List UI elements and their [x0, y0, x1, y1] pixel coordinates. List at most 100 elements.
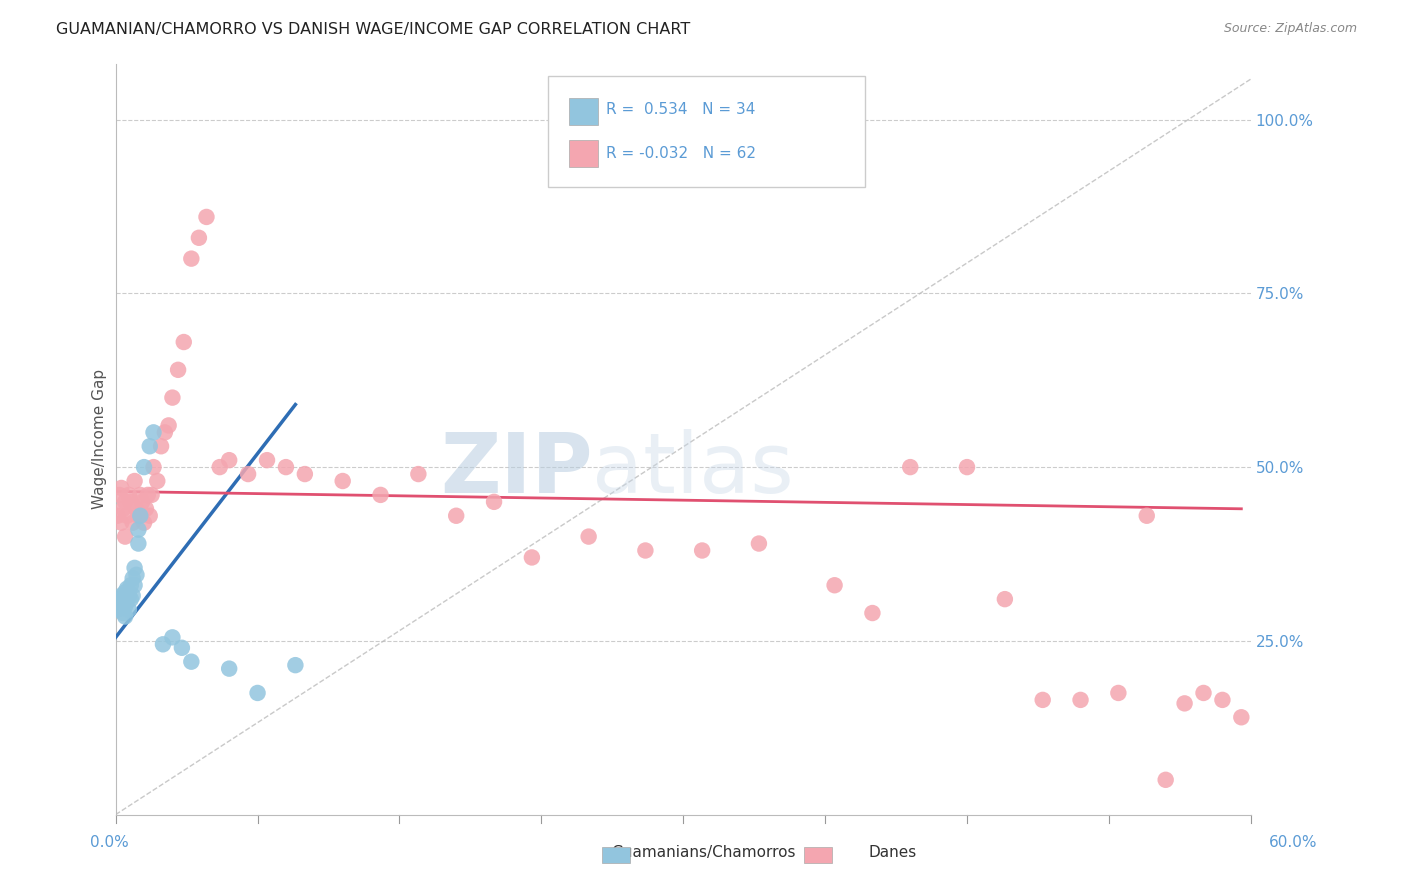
Point — [110, 599, 132, 613]
Point — [195, 210, 218, 224]
Point — [170, 640, 193, 655]
Point — [112, 501, 135, 516]
Point — [107, 508, 129, 523]
Point — [187, 231, 209, 245]
Point — [274, 460, 297, 475]
Point — [246, 686, 269, 700]
Point — [136, 488, 159, 502]
Point — [748, 536, 770, 550]
Point — [141, 488, 163, 502]
Point — [162, 391, 184, 405]
Text: Source: ZipAtlas.com: Source: ZipAtlas.com — [1223, 22, 1357, 36]
Point — [1032, 693, 1054, 707]
Point — [152, 637, 174, 651]
Point — [482, 495, 505, 509]
Point — [157, 418, 180, 433]
Text: 0.0%: 0.0% — [90, 836, 129, 850]
Point — [138, 508, 160, 523]
Point — [121, 571, 143, 585]
Point — [108, 592, 131, 607]
Point — [173, 334, 195, 349]
Point — [142, 460, 165, 475]
Point — [114, 530, 136, 544]
Point — [408, 467, 430, 481]
Point — [1230, 710, 1253, 724]
Point — [112, 606, 135, 620]
Point — [180, 655, 202, 669]
Point — [118, 589, 141, 603]
Point — [294, 467, 316, 481]
Point — [127, 508, 149, 523]
Point — [218, 662, 240, 676]
Point — [153, 425, 176, 440]
Point — [124, 474, 146, 488]
Text: Danes: Danes — [869, 846, 917, 860]
Point — [114, 495, 136, 509]
Point — [167, 363, 190, 377]
Point — [120, 592, 142, 607]
Point — [138, 439, 160, 453]
Point — [634, 543, 657, 558]
Point — [132, 460, 155, 475]
Point — [180, 252, 202, 266]
Point — [132, 516, 155, 530]
Point — [1107, 686, 1129, 700]
Text: GUAMANIAN/CHAMORRO VS DANISH WAGE/INCOME GAP CORRELATION CHART: GUAMANIAN/CHAMORRO VS DANISH WAGE/INCOME… — [56, 22, 690, 37]
Y-axis label: Wage/Income Gap: Wage/Income Gap — [93, 369, 107, 509]
Point — [120, 495, 142, 509]
Point — [1174, 697, 1197, 711]
Point — [107, 602, 129, 616]
Point — [120, 578, 142, 592]
Point — [115, 508, 138, 523]
Point — [127, 536, 149, 550]
Point — [162, 631, 184, 645]
Point — [1211, 693, 1233, 707]
Point — [129, 508, 152, 523]
Point — [1192, 686, 1215, 700]
Point — [127, 523, 149, 537]
Point — [115, 582, 138, 596]
Point — [444, 508, 467, 523]
Point — [520, 550, 543, 565]
Point — [118, 602, 141, 616]
Point — [824, 578, 846, 592]
Point — [284, 658, 307, 673]
Point — [121, 516, 143, 530]
Point — [150, 439, 173, 453]
Point — [332, 474, 354, 488]
Text: Guamanians/Chamorros: Guamanians/Chamorros — [610, 846, 796, 860]
Point — [370, 488, 392, 502]
Point — [578, 530, 600, 544]
Point — [146, 474, 169, 488]
Point — [208, 460, 231, 475]
Point — [994, 592, 1017, 607]
Point — [125, 501, 148, 516]
Point — [114, 585, 136, 599]
Point — [110, 516, 132, 530]
Point — [135, 501, 157, 516]
Point — [1070, 693, 1092, 707]
Point — [1136, 508, 1159, 523]
Text: R =  0.534   N = 34: R = 0.534 N = 34 — [606, 103, 755, 117]
Point — [124, 578, 146, 592]
Point — [690, 543, 713, 558]
Point — [112, 592, 135, 607]
Point — [108, 596, 131, 610]
Point — [898, 460, 921, 475]
Point — [236, 467, 259, 481]
Point — [862, 606, 884, 620]
Point — [1154, 772, 1177, 787]
Point — [218, 453, 240, 467]
Point — [110, 589, 132, 603]
Text: ZIP: ZIP — [440, 429, 592, 510]
Point — [118, 488, 141, 502]
Point — [256, 453, 278, 467]
Point — [131, 495, 153, 509]
Point — [110, 481, 132, 495]
Point — [956, 460, 979, 475]
Point — [115, 592, 138, 607]
Point — [129, 488, 152, 502]
Point — [121, 589, 143, 603]
Point — [114, 599, 136, 613]
Point — [108, 488, 131, 502]
